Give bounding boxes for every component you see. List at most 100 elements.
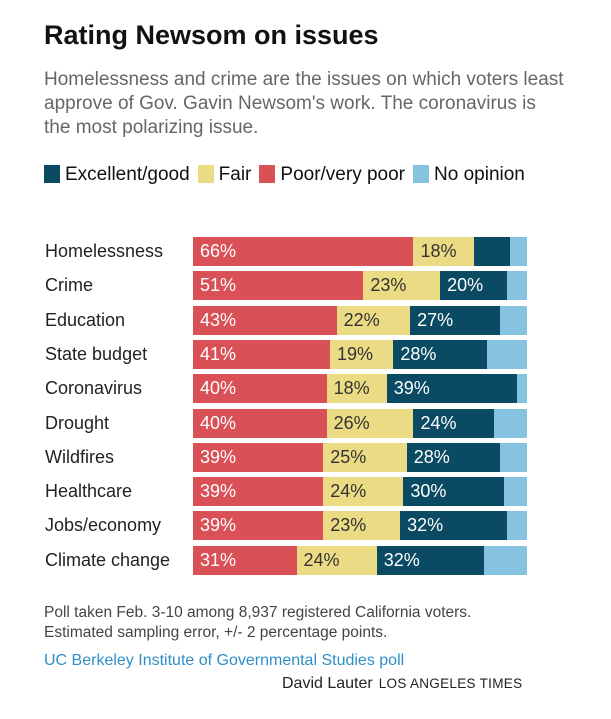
data-label: 66% — [200, 241, 237, 261]
bar-segment: 51% — [193, 271, 364, 301]
bar-segment — [516, 374, 528, 404]
data-label: 20% — [447, 275, 484, 296]
bar-segment: 28% — [393, 339, 488, 369]
category-label: Homelessness — [45, 241, 164, 261]
bar-segment: 28% — [406, 442, 501, 472]
bar-row: Climate change 31% 24% 32% — [0, 545, 611, 576]
category-label: Education — [45, 309, 126, 330]
legend-swatch — [259, 165, 276, 183]
legend-swatch — [197, 165, 214, 183]
category-label: Healthcare — [45, 481, 133, 502]
category-label: Coronavirus — [45, 378, 143, 399]
data-label: 22% — [343, 309, 380, 330]
data-label: 39% — [200, 481, 237, 502]
bar-segment: 39% — [193, 511, 324, 541]
category-label: Climate change — [45, 549, 171, 570]
bar-segment: 39% — [193, 477, 324, 507]
data-label: 30% — [410, 481, 447, 502]
sampling-error-note: Estimated sampling error, +/- 2 percenta… — [44, 624, 388, 641]
bar-row: Wildfires 39% 25% 28% — [0, 442, 611, 473]
legend-label: Fair — [218, 164, 252, 185]
bar-segment: 66% — [193, 237, 414, 266]
bar-segment — [506, 511, 528, 541]
bar-row: Drought 40% 26% 24% — [0, 408, 611, 439]
category-label: State budget — [45, 343, 148, 364]
data-label: 26% — [333, 412, 370, 433]
credit: David Lauter LOS ANGELES TIMES — [282, 675, 522, 693]
legend: Excellent/good Fair Poor/very poor No opini… — [44, 160, 544, 190]
legend-label: Excellent/good — [65, 164, 190, 185]
data-label: 19% — [336, 343, 373, 364]
legend-item: Poor/very poor — [259, 160, 405, 190]
data-label: 43% — [200, 309, 237, 330]
bar-segment — [503, 477, 528, 507]
bar-segment: 32% — [400, 511, 508, 541]
legend-swatch — [44, 165, 60, 183]
data-label: 51% — [200, 275, 237, 296]
bar-segment: 18% — [326, 374, 388, 404]
bar-segment — [486, 339, 528, 369]
bar-segment: 31% — [193, 545, 298, 575]
bar-row: Crime 51% 23% 20% — [0, 271, 611, 301]
bar-segment: 26% — [326, 408, 414, 438]
bar-segment: 41% — [193, 339, 331, 369]
data-label: 39% — [200, 446, 237, 467]
bar-segment — [500, 442, 528, 472]
data-label: 18% — [420, 241, 457, 261]
category-label: Wildfires — [45, 446, 115, 467]
bar-segment: 32% — [376, 545, 485, 575]
bar-segment: 25% — [323, 442, 408, 472]
category-label: Jobs/economy — [45, 515, 162, 536]
data-label: 28% — [400, 343, 437, 364]
author: David Lauter — [282, 675, 373, 692]
legend-item: No opinion — [413, 160, 525, 190]
bar-row: Education 43% 22% 27% — [0, 305, 611, 336]
bar-segment: 20% — [440, 271, 508, 301]
bar-row: Healthcare 39% 24% 30% — [0, 477, 611, 507]
data-label: 41% — [200, 343, 237, 364]
data-label: 24% — [303, 549, 340, 570]
bar-segment — [510, 237, 528, 266]
bar-row: Coronavirus 40% 18% 39% — [0, 374, 611, 404]
bar-segment: 24% — [296, 545, 378, 575]
data-label: 32% — [383, 549, 420, 570]
bar-segment: 22% — [336, 305, 411, 335]
data-label: 24% — [330, 481, 367, 502]
data-label: 39% — [393, 378, 430, 399]
bar-segment: 40% — [193, 374, 328, 404]
bar-segment: 23% — [363, 271, 441, 301]
category-label: Drought — [45, 412, 110, 433]
legend-item: Excellent/good — [44, 160, 190, 190]
data-label: 27% — [417, 309, 454, 330]
chart-subtitle: Homelessness and crime are the issues on… — [44, 69, 564, 138]
bar-segment: 40% — [193, 408, 328, 438]
data-label: 25% — [330, 446, 367, 467]
data-label: 39% — [200, 515, 237, 536]
footnote: Poll taken Feb. 3-10 among 8,937 registe… — [44, 603, 471, 643]
data-label: 31% — [200, 549, 237, 570]
data-label: 23% — [370, 275, 407, 296]
bar-segment: 27% — [410, 305, 501, 335]
data-label: 40% — [200, 378, 237, 399]
data-label: 40% — [200, 412, 237, 433]
data-label: 32% — [407, 515, 444, 536]
bar-segment: 39% — [193, 442, 324, 472]
data-label: 23% — [330, 515, 367, 536]
bar-segment — [483, 545, 528, 575]
bar-segment: 23% — [323, 511, 401, 541]
data-label: 18% — [333, 378, 370, 399]
legend-label: Poor/very poor — [280, 164, 406, 185]
poll-note: Poll taken Feb. 3-10 among 8,937 registe… — [44, 604, 472, 621]
chart-title: Rating Newsom on issues — [44, 20, 379, 50]
bar-segment: 19% — [329, 339, 394, 369]
data-label: 28% — [413, 446, 450, 467]
bar-row: State budget 41% 19% 28% — [0, 339, 611, 370]
bar-segment: 24% — [323, 477, 404, 507]
bar-segment: 18% — [413, 237, 475, 266]
bar-segment: 30% — [403, 477, 505, 507]
bar-segment — [493, 408, 528, 438]
bar-row: Jobs/economy 39% 23% 32% — [0, 511, 611, 541]
bar-segment — [506, 271, 528, 301]
source-link[interactable]: UC Berkeley Institute of Governmental St… — [44, 652, 405, 669]
legend-label: No opinion — [434, 164, 525, 185]
